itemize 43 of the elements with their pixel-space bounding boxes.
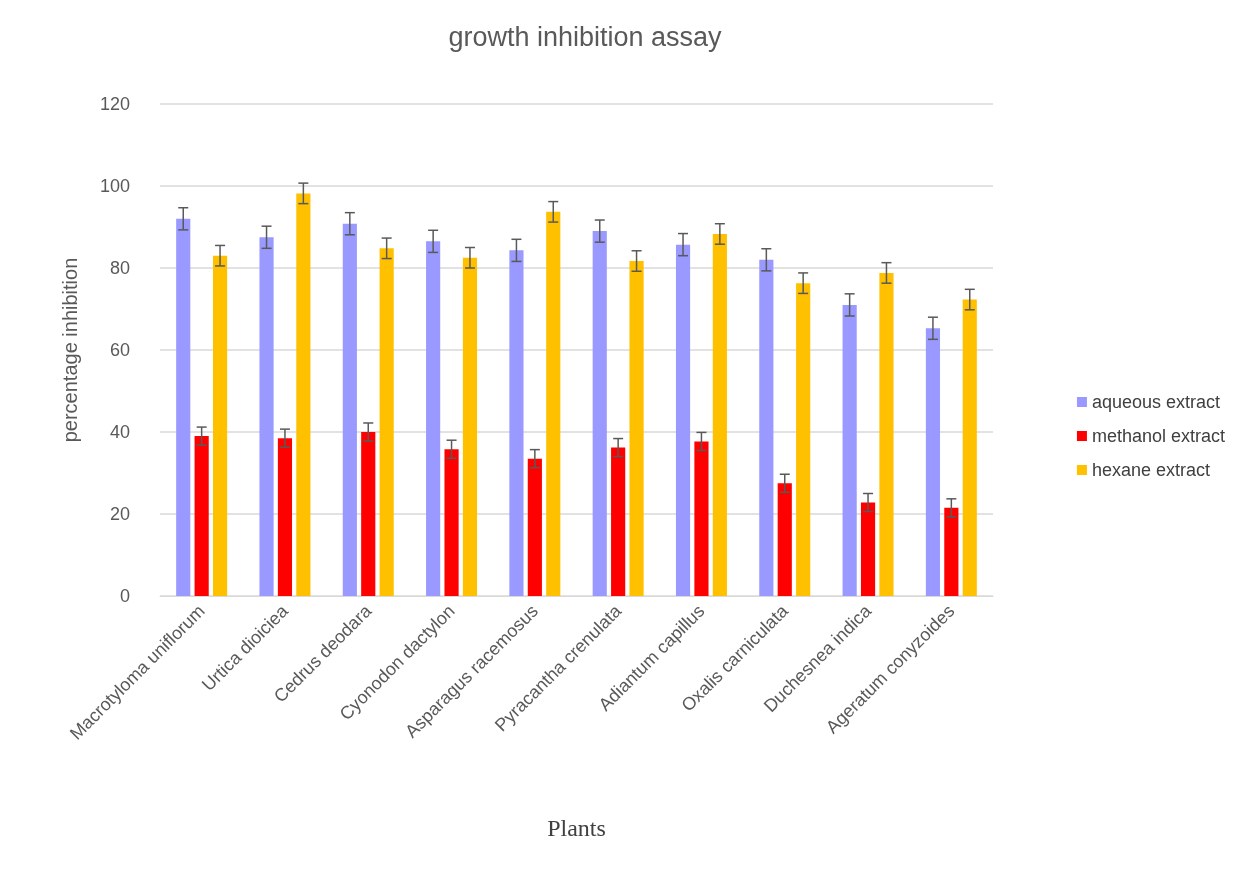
y-tick-label: 120 — [99, 94, 130, 114]
bar — [277, 438, 293, 596]
bar — [259, 237, 274, 596]
y-tick-label: 20 — [109, 504, 130, 524]
bar — [592, 231, 607, 596]
bar — [194, 436, 209, 596]
bar — [712, 233, 727, 596]
y-tick-label: 100 — [99, 176, 130, 196]
bar — [879, 272, 894, 596]
bar — [796, 283, 811, 596]
legend-label: aqueous extract — [1091, 392, 1221, 412]
bar — [675, 244, 691, 596]
bar — [842, 304, 857, 596]
y-tick-label: 80 — [109, 258, 130, 278]
x-axis-title: Plants — [547, 815, 606, 841]
bar — [296, 193, 311, 596]
bar — [379, 248, 394, 596]
bar — [777, 483, 792, 596]
bar — [444, 449, 459, 596]
bar — [212, 255, 228, 596]
y-tick-label: 0 — [119, 586, 130, 606]
bar — [546, 211, 561, 596]
bar — [426, 241, 441, 596]
chart-title: growth inhibition assay — [448, 21, 723, 52]
bar — [925, 328, 941, 596]
bar — [509, 250, 524, 596]
bar — [629, 261, 644, 596]
y-tick-label: 40 — [109, 422, 130, 442]
bar — [611, 447, 626, 596]
bar — [860, 502, 876, 596]
bar — [527, 458, 542, 596]
y-axis-title: percentage inhibition — [59, 257, 81, 443]
legend-label: methanol extract — [1091, 426, 1226, 446]
y-tick-label: 60 — [109, 340, 130, 360]
bar — [342, 223, 357, 596]
bar — [759, 259, 774, 596]
bar — [962, 299, 977, 596]
bar — [944, 507, 959, 596]
legend-label: hexane extract — [1091, 460, 1211, 480]
bar — [694, 441, 709, 596]
bar — [176, 218, 191, 596]
bar — [462, 257, 478, 596]
bar — [361, 432, 376, 596]
